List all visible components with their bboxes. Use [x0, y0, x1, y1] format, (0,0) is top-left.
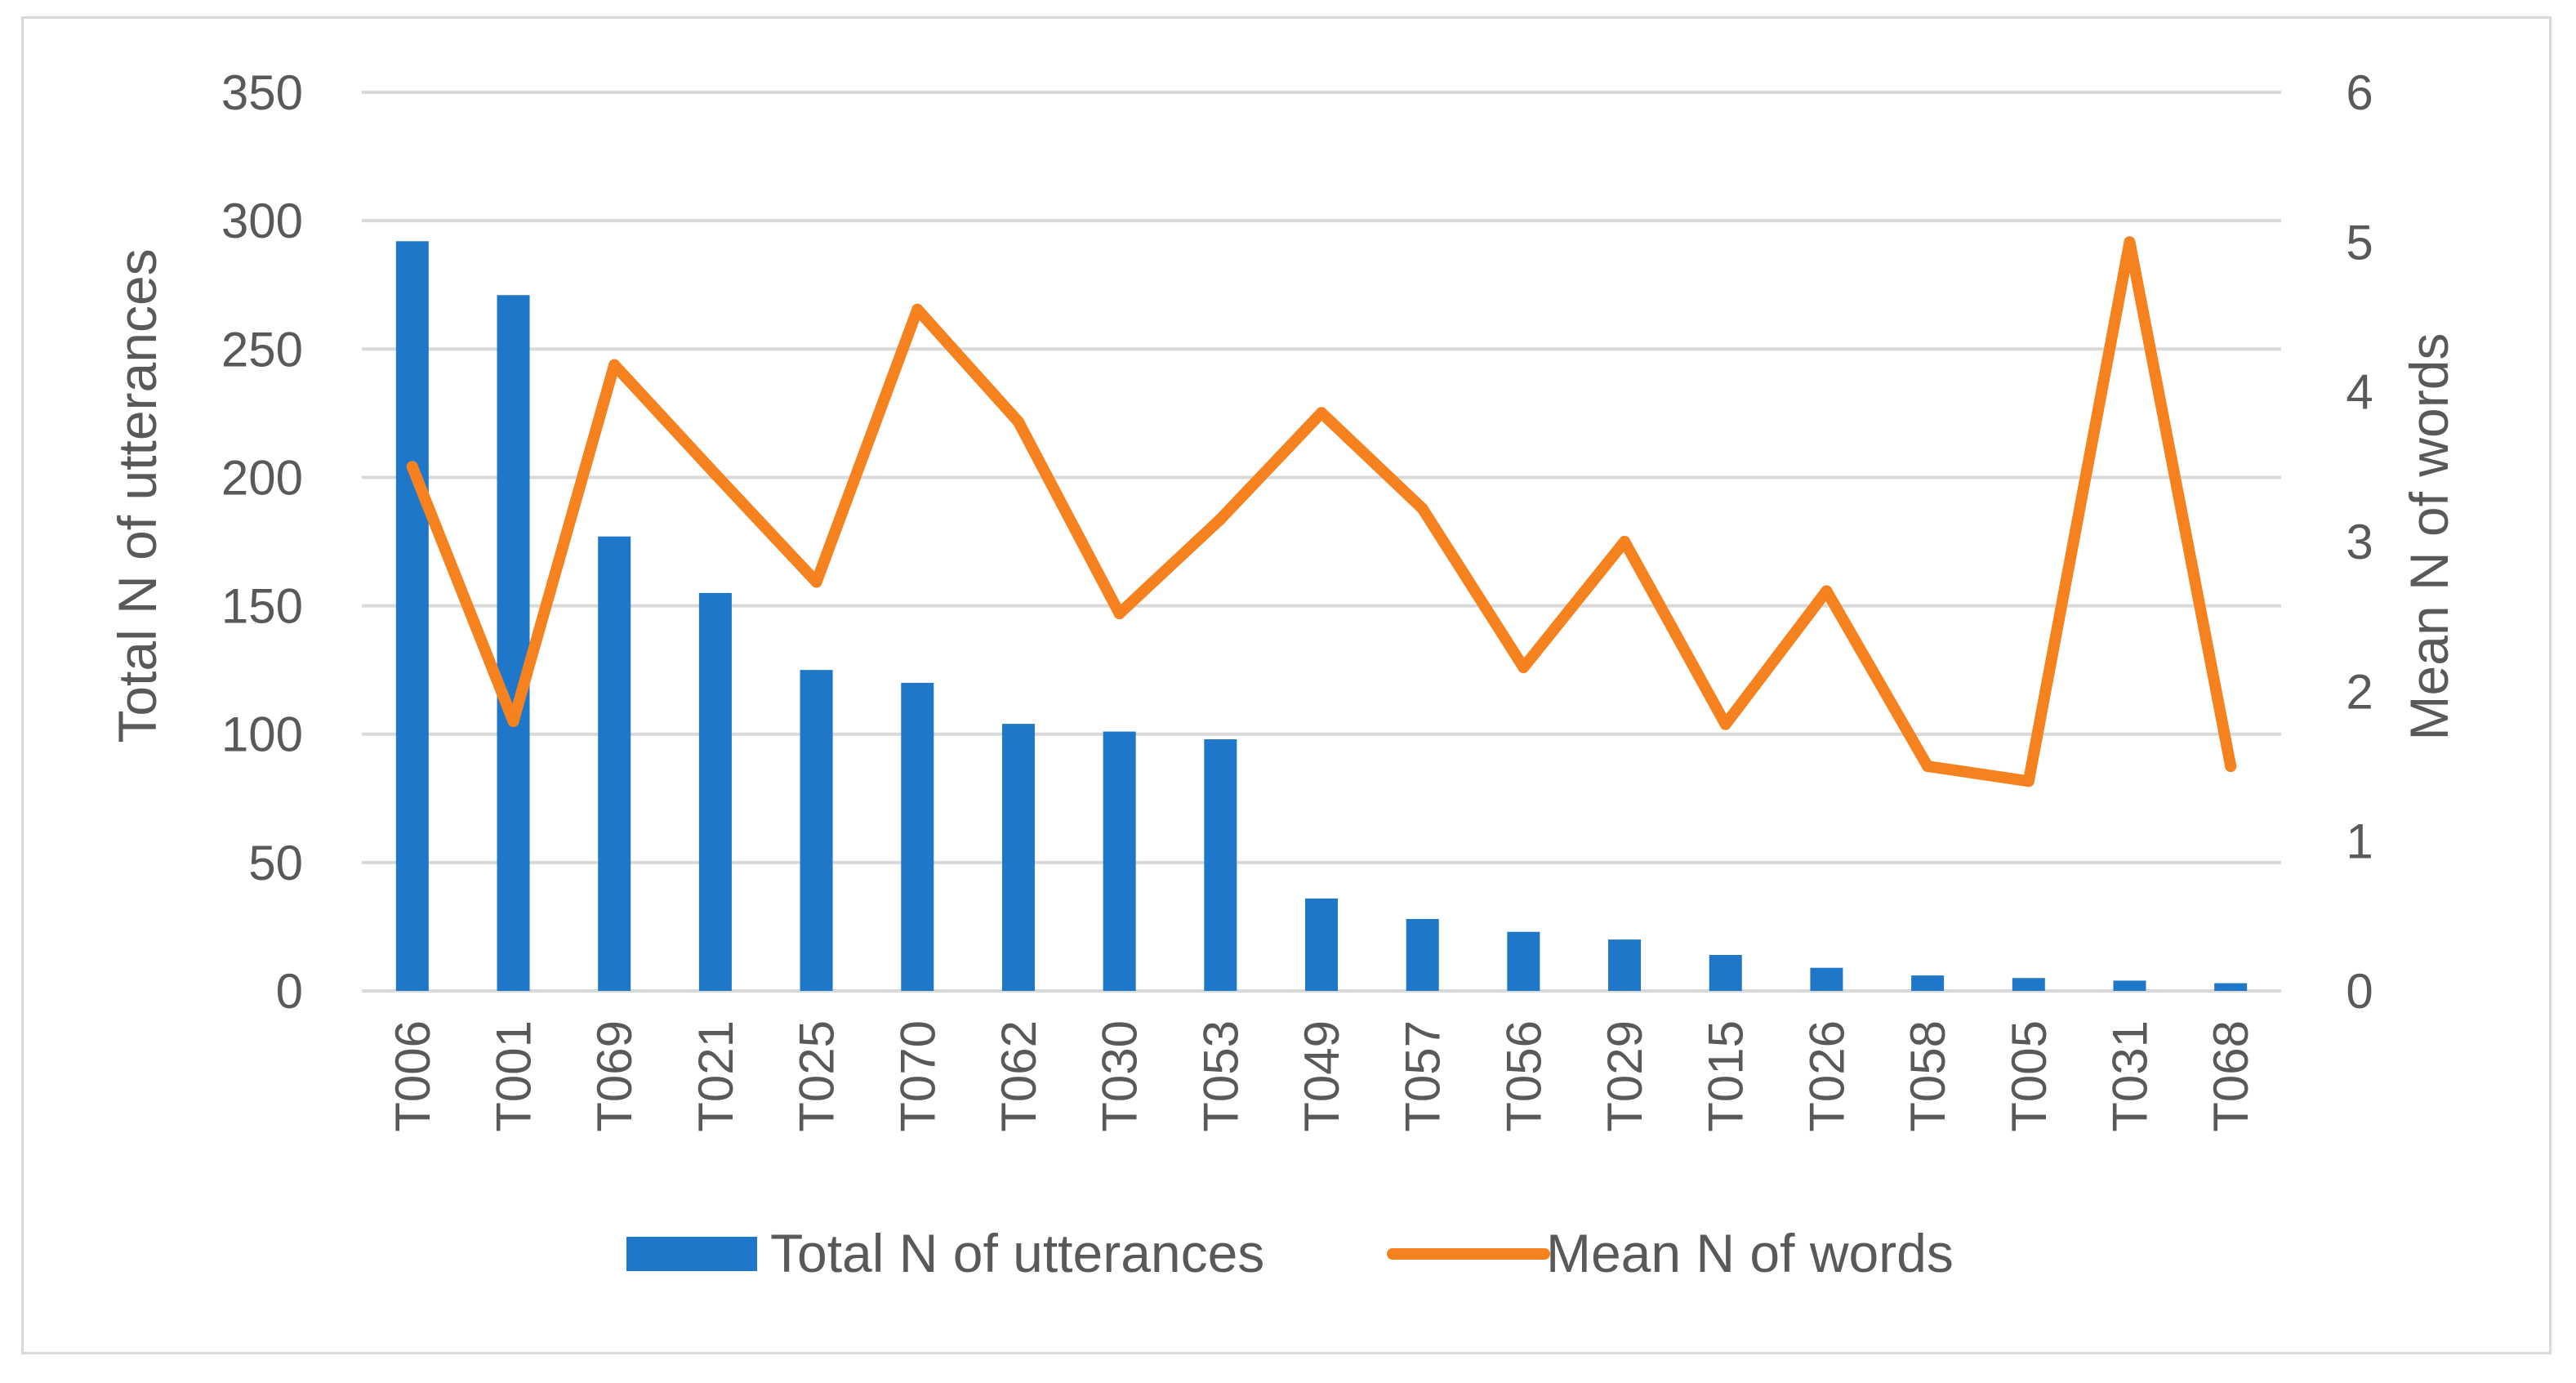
x-tick-label: T025	[790, 1020, 845, 1132]
x-tick-label: T001	[487, 1020, 541, 1132]
x-tick-label: T049	[1295, 1020, 1349, 1132]
line-point-T029	[1619, 536, 1631, 547]
gridlines	[362, 91, 2281, 993]
x-tick-label: T058	[1901, 1020, 1955, 1132]
line-point-T005	[2022, 775, 2035, 787]
left-tick-label: 350	[221, 65, 303, 120]
x-tick-label: T057	[1396, 1020, 1451, 1132]
left-tick-label: 300	[221, 194, 303, 248]
x-tick-label: T030	[1093, 1020, 1148, 1132]
bar-T062	[1001, 724, 1035, 991]
line-point-T030	[1113, 608, 1125, 619]
line-point-T026	[1821, 585, 1833, 597]
bar-T070	[901, 682, 934, 991]
line-point-T049	[1316, 407, 1327, 419]
x-tick-label: T005	[2002, 1020, 2057, 1132]
bar-T029	[1608, 939, 1642, 991]
bar-T021	[698, 592, 732, 991]
left-tick-label: 0	[276, 964, 303, 1019]
line-point-T021	[709, 468, 721, 480]
x-tick-label: T062	[992, 1020, 1046, 1132]
x-tick-label: T056	[1496, 1020, 1551, 1132]
x-tick-label: T068	[2204, 1020, 2258, 1132]
bar-T056	[1507, 931, 1540, 991]
line-point-T069	[608, 359, 621, 371]
left-tick-label: 150	[221, 579, 303, 634]
left-tick-label: 100	[221, 707, 303, 762]
line-point-T015	[1719, 718, 1731, 730]
x-tick-label: T031	[2102, 1020, 2157, 1132]
x-tick-label: T015	[1699, 1020, 1754, 1132]
bar-T057	[1406, 919, 1439, 991]
line-point-T001	[507, 716, 519, 727]
line-point-T006	[406, 461, 418, 473]
right-tick-label: 1	[2346, 814, 2373, 869]
bar-T069	[598, 536, 631, 991]
right-tick-label: 3	[2346, 515, 2373, 569]
x-axis-ticks: T006 T001 T069 T021 T025 T070 T062 T030 T053 T049…	[386, 1020, 2258, 1132]
line-point-T056	[1518, 662, 1530, 673]
right-tick-label: 6	[2346, 65, 2373, 120]
bar-T015	[1709, 955, 1742, 991]
right-tick-label: 4	[2346, 365, 2373, 420]
line-point-T031	[2124, 236, 2136, 248]
legend-label-bars: Total N of utterances	[770, 1223, 1264, 1283]
line-point-T058	[1922, 761, 1934, 772]
left-tick-label: 200	[221, 450, 303, 505]
line-point-T070	[911, 303, 924, 315]
left-axis-title: Total N of utterances	[107, 248, 167, 743]
right-axis-title: Mean N of words	[2399, 333, 2459, 741]
right-tick-label: 5	[2346, 215, 2373, 270]
line-series	[406, 236, 2237, 787]
x-tick-label: T006	[386, 1020, 440, 1132]
x-tick-label: T053	[1193, 1020, 1248, 1132]
line-point-T057	[1416, 502, 1428, 515]
left-tick-label: 250	[221, 322, 303, 377]
bar-T025	[800, 670, 833, 991]
bar-T058	[1911, 975, 1945, 991]
line-point-T062	[1012, 416, 1024, 428]
bar-series	[395, 241, 2248, 991]
x-tick-label: T070	[890, 1020, 945, 1132]
x-tick-label: T069	[587, 1020, 642, 1132]
bar-T005	[2012, 978, 2045, 991]
left-tick-label: 50	[248, 836, 303, 890]
line-point-T025	[810, 576, 822, 588]
x-tick-label: T029	[1598, 1020, 1652, 1132]
line-point-T053	[1214, 513, 1227, 525]
x-tick-label: T021	[689, 1020, 743, 1132]
legend-label-line: Mean N of words	[1546, 1223, 1954, 1283]
bar-T001	[497, 295, 530, 991]
legend-swatch-bars	[626, 1237, 757, 1271]
right-axis-ticks: 0 1 2 3 4 5 6	[2346, 65, 2373, 1019]
bar-T031	[2113, 980, 2146, 991]
bar-T049	[1305, 898, 1338, 991]
left-axis-ticks: 0 50 100 150 200 250 300 350	[221, 65, 303, 1019]
bar-T053	[1204, 739, 1237, 991]
x-tick-label: T026	[1799, 1020, 1854, 1132]
legend: Total N of utterances Mean N of words	[626, 1223, 1954, 1283]
right-tick-label: 2	[2346, 664, 2373, 719]
bar-T006	[395, 241, 429, 991]
bar-T068	[2214, 983, 2248, 991]
line-point-T068	[2225, 761, 2237, 772]
bar-T026	[1810, 967, 1843, 991]
bar-T030	[1103, 731, 1136, 991]
mean-words-line	[406, 236, 2237, 787]
right-tick-label: 0	[2346, 964, 2373, 1019]
